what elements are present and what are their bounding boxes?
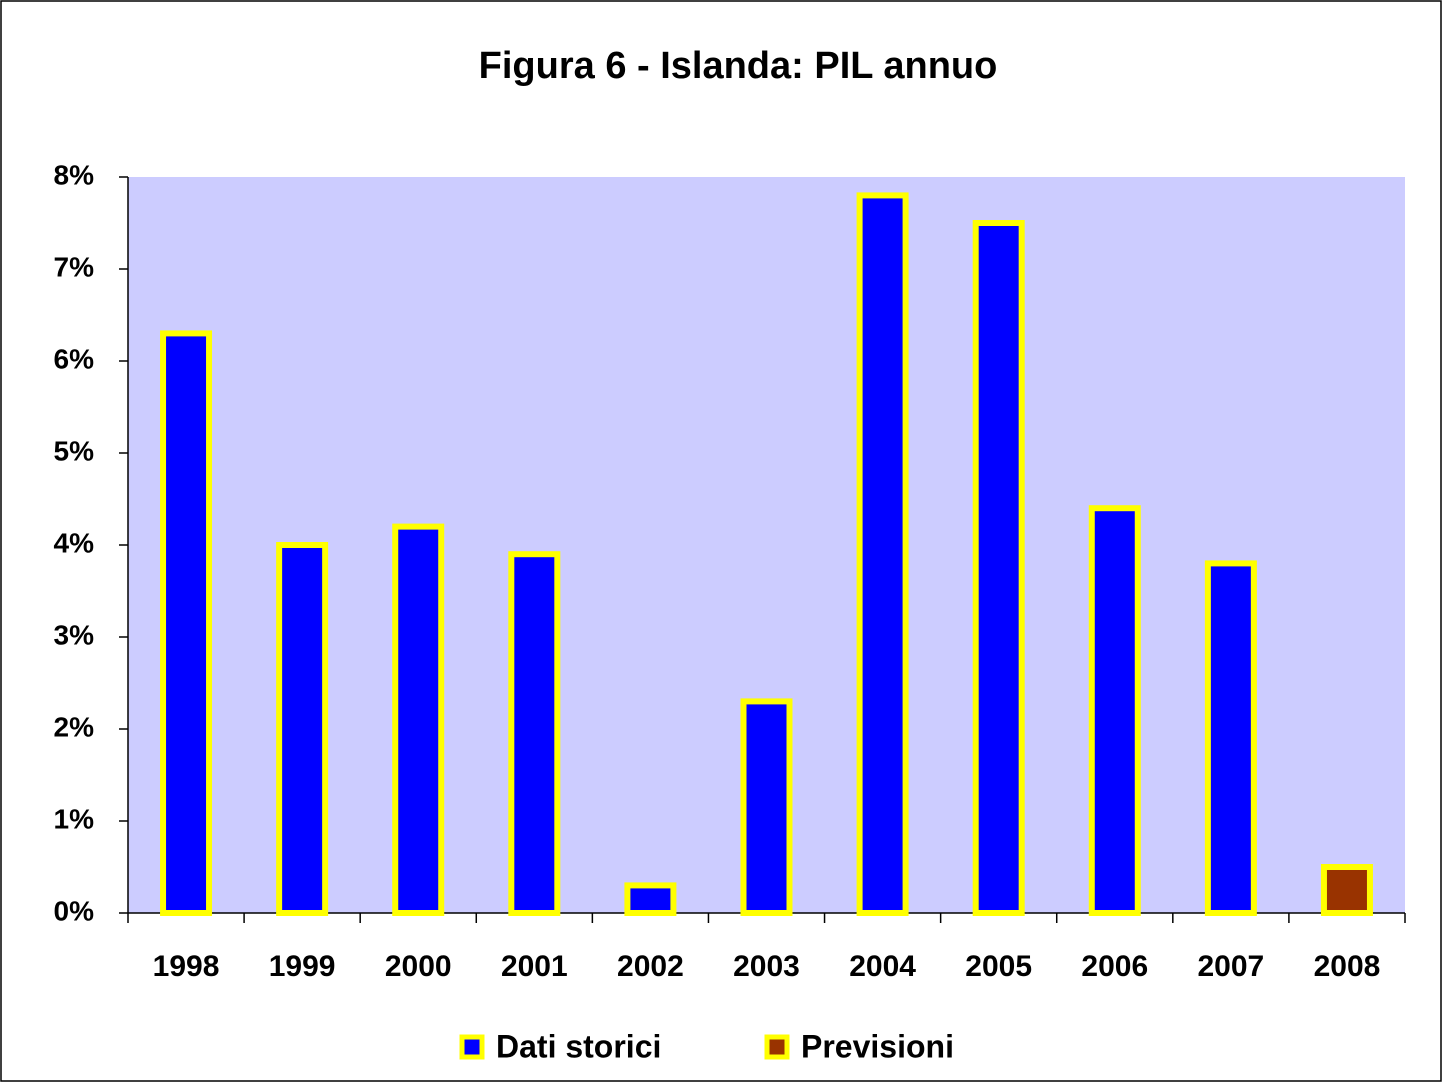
x-tick-label: 2005 bbox=[965, 950, 1032, 983]
x-tick-label: 1999 bbox=[269, 950, 336, 983]
x-tick-label: 2007 bbox=[1197, 950, 1264, 983]
bar bbox=[856, 192, 909, 916]
bar bbox=[1088, 505, 1141, 916]
x-tick-label: 2001 bbox=[501, 950, 568, 983]
y-tick-label: 4% bbox=[54, 527, 95, 558]
x-tick-label: 2008 bbox=[1314, 950, 1381, 983]
bar bbox=[740, 698, 793, 917]
y-tick-label: 1% bbox=[54, 803, 95, 834]
y-tick-label: 0% bbox=[54, 895, 95, 926]
x-tick-label: 1998 bbox=[153, 950, 220, 983]
legend-label: Dati storici bbox=[496, 1028, 661, 1064]
x-tick-label: 2006 bbox=[1081, 950, 1148, 983]
bar bbox=[1320, 864, 1373, 916]
bar bbox=[392, 523, 445, 916]
y-tick-label: 2% bbox=[54, 711, 95, 742]
legend-marker bbox=[764, 1034, 790, 1060]
legend-label: Previsioni bbox=[801, 1028, 954, 1064]
y-tick-label: 5% bbox=[54, 435, 95, 466]
x-tick-label: 2003 bbox=[733, 950, 800, 983]
x-tick-label: 2004 bbox=[849, 950, 916, 983]
bar bbox=[624, 882, 677, 917]
chart-title: Figura 6 - Islanda: PIL annuo bbox=[479, 45, 998, 87]
x-tick-label: 2002 bbox=[617, 950, 684, 983]
bar bbox=[160, 330, 213, 916]
y-tick-label: 7% bbox=[54, 251, 95, 282]
bar bbox=[1204, 560, 1257, 917]
y-tick-label: 8% bbox=[54, 159, 95, 190]
legend-marker bbox=[459, 1034, 485, 1060]
bar bbox=[972, 220, 1025, 916]
bar bbox=[276, 542, 329, 916]
bar bbox=[508, 551, 561, 916]
y-tick-label: 3% bbox=[54, 619, 95, 650]
x-tick-label: 2000 bbox=[385, 950, 452, 983]
y-tick-label: 6% bbox=[54, 343, 95, 374]
